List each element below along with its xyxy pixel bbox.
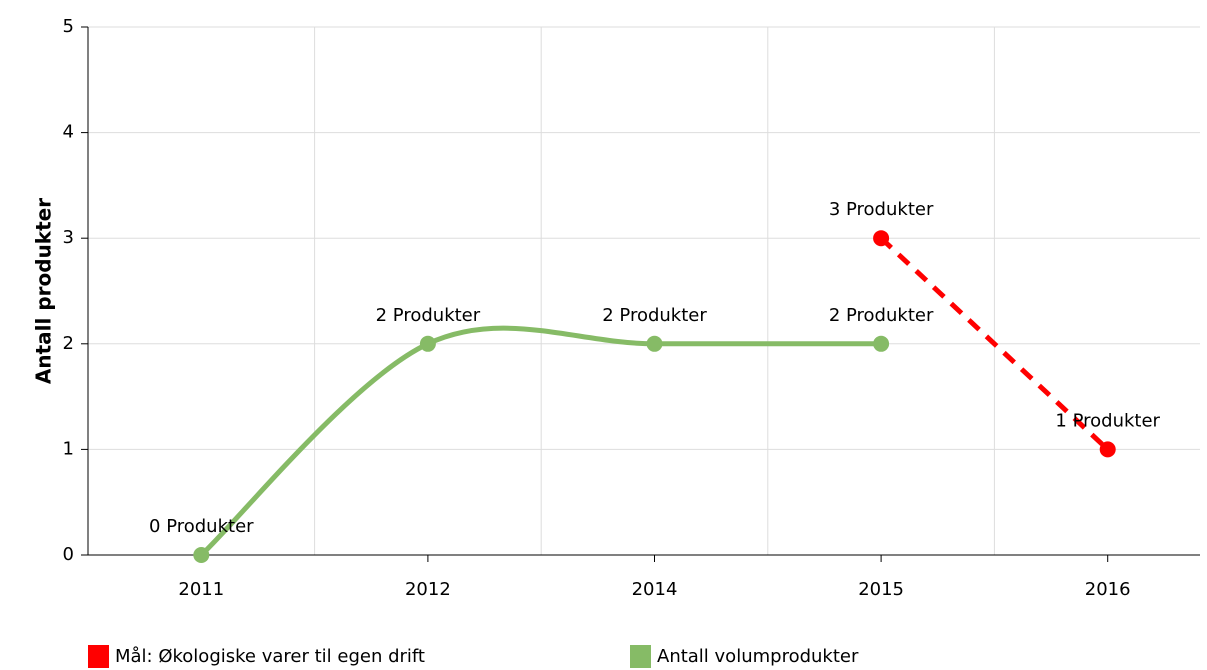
data-label: 2 Produkter	[376, 305, 481, 326]
data-label: 3 Produkter	[829, 199, 934, 220]
data-label: 0 Produkter	[149, 516, 254, 537]
data-point	[419, 335, 436, 352]
data-point	[1099, 441, 1116, 458]
x-tick-label: 2011	[178, 579, 224, 600]
legend-label: Mål: Økologiske varer til egen drift	[115, 646, 425, 667]
x-tick-label: 2015	[858, 579, 904, 600]
series-line	[199, 325, 882, 557]
data-label: 2 Produkter	[602, 305, 707, 326]
y-tick-label: 0	[63, 544, 74, 565]
y-tick-label: 2	[63, 333, 74, 354]
legend-label: Antall volumprodukter	[657, 646, 859, 667]
legend-swatch	[88, 645, 109, 668]
y-axis-title: Antall produkter	[32, 198, 56, 384]
data-point	[646, 335, 663, 352]
data-point	[873, 335, 890, 352]
data-point	[873, 230, 890, 247]
y-tick-label: 4	[63, 122, 74, 143]
series-line	[879, 236, 1110, 452]
y-tick-label: 5	[63, 16, 74, 37]
data-label: 2 Produkter	[829, 305, 934, 326]
x-tick-label: 2012	[405, 579, 451, 600]
y-tick-label: 1	[63, 438, 74, 459]
x-tick-label: 2016	[1085, 579, 1131, 600]
legend-swatch	[630, 645, 651, 668]
y-tick-label: 3	[63, 227, 74, 248]
x-tick-label: 2014	[632, 579, 678, 600]
data-point	[193, 547, 210, 563]
data-label: 1 Produkter	[1055, 410, 1160, 431]
